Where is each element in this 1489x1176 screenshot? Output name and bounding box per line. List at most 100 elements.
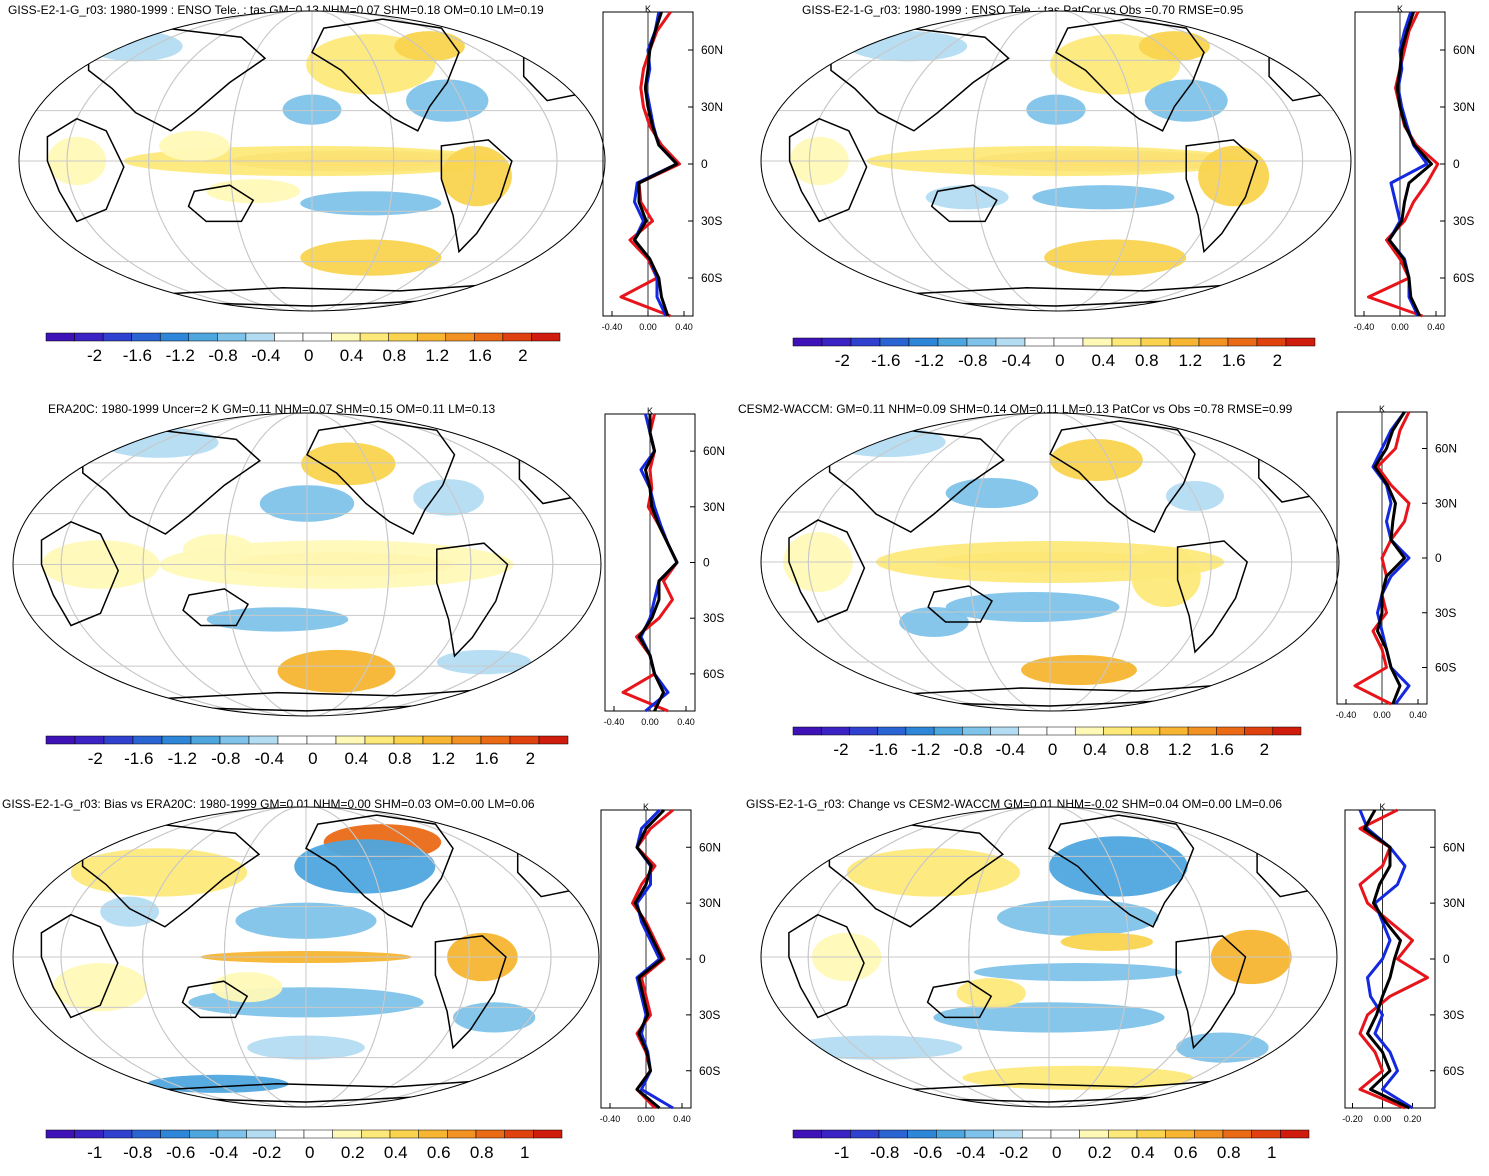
colorbar-tick-label: -0.4 [996,740,1025,759]
colorbar-tick-label: 1 [1267,1143,1276,1162]
colorbar-swatch [389,1129,419,1139]
colorbar-swatch [1079,1129,1109,1139]
anomaly-region [394,31,465,62]
colorbar-swatch [451,735,482,745]
coastline [828,823,1004,928]
colorbar-swatch [188,332,218,342]
panel-title: GISS-E2-1-G_r03: 1980-1999 : ENSO Tele. … [8,3,544,17]
profile-unit: K [1379,802,1385,812]
profile-tick-label: 0.00 [1391,322,1409,332]
latitude-tick-label: 30N [1453,100,1475,114]
colorbar-swatch [332,1129,362,1139]
colorbar-tick-label: -0.8 [870,1143,899,1162]
colorbar-swatch [993,1129,1023,1139]
coastline [788,117,868,223]
colorbar-swatch [850,1129,880,1139]
colorbar-swatch [45,332,75,342]
profile-series-3 [1373,411,1406,705]
anomaly-region [1131,547,1201,607]
coastline [82,429,262,535]
colorbar: -1 -0.8 -0.6 -0.4 -0.2 0 0.2 0.4 0.6 0.8 1 [792,1129,1310,1162]
colorbar-swatch [1187,726,1217,736]
colorbar-swatch [45,735,76,745]
colorbar-swatch [1053,337,1084,347]
latitude-tick-label: 0 [1443,952,1450,966]
anomaly-region [159,130,230,161]
colorbar-swatch [217,332,247,342]
profile-tick-label: 0.00 [639,322,657,332]
colorbar-swatch [821,1129,851,1139]
colorbar-tick-label: -1.2 [168,749,197,768]
map [18,10,606,312]
coastline [788,913,865,1019]
colorbar-tick-label: 2 [526,749,535,768]
map [12,412,602,717]
latitude-tick-label: 60N [703,444,725,458]
colorbar-swatch [306,735,337,745]
colorbar-swatch [102,332,132,342]
panel-title: ERA20C: 1980-1999 Uncer=2 K GM=0.11 NHM=… [48,402,496,416]
anomaly-region [183,534,254,565]
colorbar-swatch [1227,337,1258,347]
latitude-tick-label: 0 [703,556,710,570]
zonal-profile: K 60N 30N 0 30S 60S -0.40 0.00 0.40 [600,802,721,1124]
colorbar-swatch [1136,1129,1166,1139]
anomaly-region [1032,185,1175,210]
profile-series-2 [1358,809,1414,1110]
latitude-tick-label: 60N [1435,442,1457,456]
profile-series-3 [1363,809,1411,1110]
colorbar-swatch [131,1129,161,1139]
colorbar-swatch [905,726,935,736]
colorbar-swatch [331,332,361,342]
colorbar-swatch [393,735,424,745]
colorbar-swatch [160,1129,190,1139]
colorbar-swatch [190,735,221,745]
profile-tick-label: -0.20 [1342,1114,1363,1124]
colorbar-swatch [1222,1129,1252,1139]
coastline [440,139,513,254]
profile-tick-label: 0.20 [1404,1114,1422,1124]
profile-unit: K [643,802,649,812]
colorbar-tick-label: 0.6 [427,1143,451,1162]
colorbar-tick-label: 1.6 [475,749,499,768]
colorbar-tick-label: 0.8 [383,346,407,365]
colorbar-tick-label: 0.2 [341,1143,365,1162]
colorbar-tick-label: 0 [1055,351,1064,370]
colorbar: -2 -1.6 -1.2 -0.8 -0.4 0 0.4 0.8 1.2 1.6 2 [792,726,1302,759]
colorbar-tick-label: 0.8 [470,1143,494,1162]
colorbar-tick-label: 0.4 [1131,1143,1155,1162]
colorbar-tick-label: -0.8 [953,740,982,759]
colorbar-tick-label: -1.6 [124,749,153,768]
colorbar-tick-label: 0 [1052,1143,1061,1162]
panel-title: GISS-E2-1-G_r03: Bias vs ERA20C: 1980-19… [2,797,535,811]
profile-series-1 [631,808,674,1110]
colorbar-swatch [159,332,190,342]
colorbar-tick-label: -0.4 [209,1143,238,1162]
coastline [788,519,866,623]
colorbar-tick-label: -1.2 [166,346,195,365]
colorbar-swatch [131,332,161,342]
anomaly-region [436,649,532,675]
anomaly-region [441,145,512,207]
colorbar-swatch [504,1129,534,1139]
colorbar-swatch [189,1129,219,1139]
colorbar-swatch [302,332,332,342]
colorbar-tick-label: 0.8 [1135,351,1159,370]
anomaly-region [996,899,1159,936]
panel-title: GISS-E2-1-G_r03: 1980-1999 : ENSO Tele. … [802,3,1244,17]
anomaly-region [899,607,969,637]
colorbar-swatch [475,1129,505,1139]
coastline [182,588,249,627]
colorbar-tick-label: 0.4 [384,1143,408,1162]
colorbar-tick-label: -2 [87,346,102,365]
colorbar-tick-label: 2 [518,346,527,365]
latitude-tick-label: 0 [1453,157,1460,171]
colorbar-tick-label: 0.6 [1174,1143,1198,1162]
profile-tick-label: 0.00 [1373,710,1391,720]
colorbar-tick-label: -0.2 [999,1143,1028,1162]
zonal-profile: K 60N 30N 0 30S 60S -0.40 0.00 0.40 [602,4,723,332]
latitude-tick-label: 30N [1435,496,1457,510]
colorbar-tick-label: 0 [308,749,317,768]
anomaly-region [956,978,1026,1009]
anomaly-region [53,963,148,1012]
